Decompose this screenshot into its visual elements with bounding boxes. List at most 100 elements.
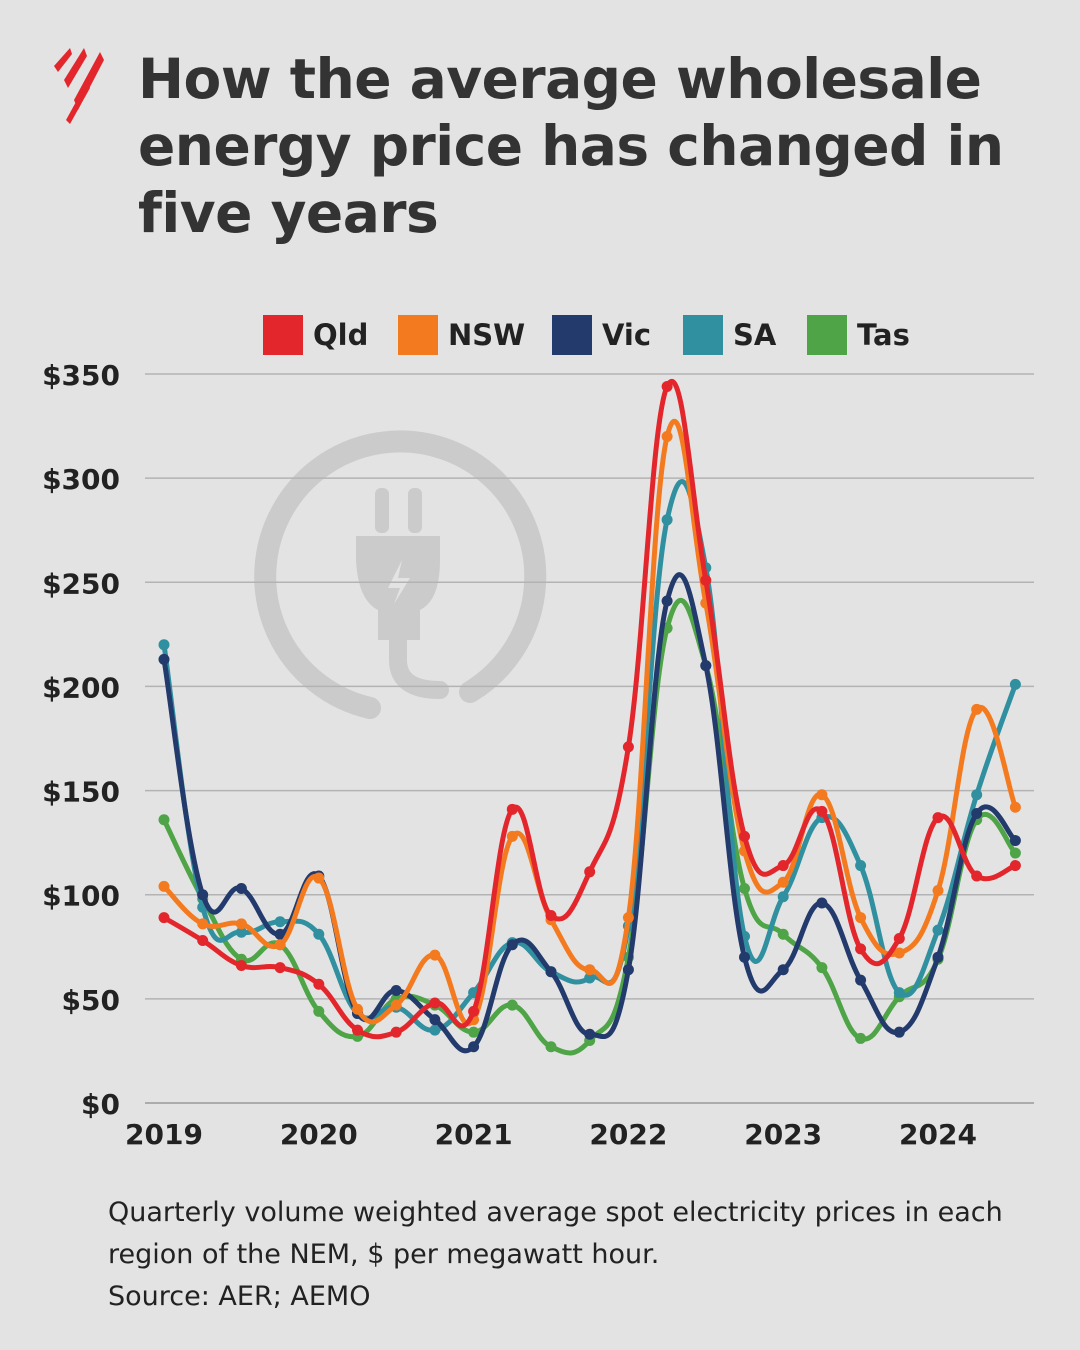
data-point (855, 1032, 867, 1044)
data-point (661, 380, 673, 392)
series-line (161, 479, 1018, 1033)
legend-label: NSW (448, 318, 525, 352)
data-point (274, 939, 286, 951)
data-point (506, 830, 518, 842)
data-point (429, 997, 441, 1009)
data-point (584, 1028, 596, 1040)
data-point (622, 964, 634, 976)
y-tick-label: $200 (42, 671, 120, 704)
data-point (235, 882, 247, 894)
data-point (197, 918, 209, 930)
data-point (468, 1005, 480, 1017)
data-point (855, 912, 867, 924)
data-point (971, 807, 983, 819)
data-point (1009, 678, 1021, 690)
legend-item-vic: Vic (552, 315, 651, 355)
caption: Quarterly volume weighted average spot e… (108, 1192, 1048, 1318)
data-point (816, 805, 828, 817)
data-point (468, 1026, 480, 1038)
legend-swatch (263, 315, 303, 355)
data-point (352, 1003, 363, 1015)
series-qld (158, 378, 1021, 1040)
data-point (158, 639, 170, 651)
data-point (545, 966, 557, 978)
caption-source: Source: AER; AEMO (108, 1281, 371, 1312)
x-tick-label: 2020 (280, 1118, 358, 1151)
data-point (274, 928, 286, 940)
data-point (584, 866, 596, 878)
data-point (545, 910, 557, 922)
data-point (816, 789, 828, 801)
data-point (855, 943, 867, 955)
data-point (235, 926, 247, 938)
data-point (1009, 835, 1021, 847)
data-point (777, 876, 789, 888)
y-tick-label: $350 (42, 359, 120, 392)
data-point (855, 974, 867, 986)
data-point (1009, 860, 1021, 872)
y-tick-label: $250 (42, 567, 120, 600)
data-point (661, 430, 673, 442)
data-point (777, 860, 789, 872)
data-point (352, 1024, 363, 1036)
data-point (313, 978, 325, 990)
data-point (158, 880, 170, 892)
data-point (313, 1005, 325, 1017)
data-point (390, 985, 402, 997)
data-point (390, 999, 402, 1011)
y-tick-label: $150 (42, 776, 120, 809)
data-point (584, 964, 596, 976)
data-point (429, 949, 441, 961)
data-point (739, 882, 750, 894)
data-point (739, 830, 750, 842)
data-point (932, 885, 944, 897)
data-point (545, 1041, 557, 1053)
legend-label: Qld (313, 318, 368, 352)
data-point (622, 741, 634, 753)
legend-label: Vic (602, 318, 651, 352)
data-point (197, 889, 209, 901)
data-point (777, 964, 789, 976)
data-point (235, 918, 247, 930)
data-point (313, 928, 325, 940)
data-point (893, 987, 905, 999)
data-point (971, 703, 983, 715)
data-point (816, 962, 828, 974)
caption-description: Quarterly volume weighted average spot e… (108, 1197, 1003, 1270)
data-point (893, 1026, 905, 1038)
plug-icon (254, 430, 547, 719)
data-point (506, 999, 518, 1011)
x-tick-label: 2022 (589, 1118, 667, 1151)
legend-item-sa: SA (683, 315, 777, 355)
data-point (661, 595, 673, 607)
data-point (158, 814, 170, 826)
data-point (971, 789, 983, 801)
data-point (1009, 847, 1021, 859)
x-tick-label: 2021 (435, 1118, 513, 1151)
data-point (816, 897, 828, 909)
data-point (739, 951, 750, 963)
x-tick-label: 2023 (744, 1118, 822, 1151)
data-point (700, 660, 712, 672)
chart-title: How the average wholesale energy price h… (138, 47, 1004, 245)
data-point (235, 960, 247, 972)
data-point (777, 928, 789, 940)
x-tick-label: 2024 (899, 1118, 977, 1151)
data-point (429, 1014, 441, 1026)
data-point (971, 870, 983, 882)
data-point (158, 912, 170, 924)
data-point (700, 574, 712, 586)
legend-swatch (683, 315, 723, 355)
data-point (197, 935, 209, 947)
data-point (313, 872, 325, 884)
legend-swatch (807, 315, 847, 355)
data-point (661, 514, 673, 526)
data-point (506, 939, 518, 951)
data-point (158, 653, 170, 665)
legend-swatch (552, 315, 592, 355)
legend-item-nsw: NSW (398, 315, 525, 355)
data-point (855, 860, 867, 872)
data-point (274, 916, 286, 928)
data-point (274, 962, 286, 974)
data-point (777, 891, 789, 903)
